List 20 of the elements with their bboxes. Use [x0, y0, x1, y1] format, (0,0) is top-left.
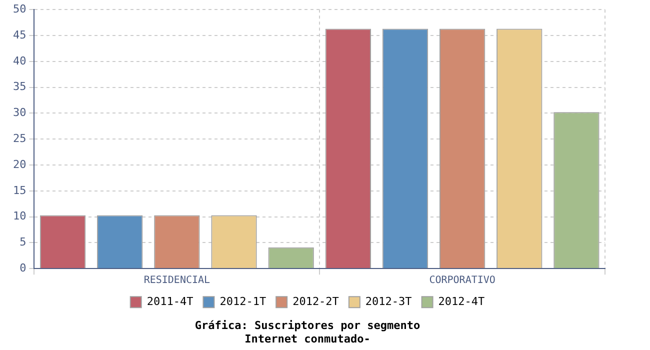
x-tick-label: CORPORATIVO [429, 275, 496, 286]
y-tick-label: 45 [12, 28, 26, 42]
y-tick-label: 40 [12, 54, 26, 68]
legend-label: 2011-4T [146, 294, 194, 308]
y-tick-label: 10 [12, 210, 26, 223]
legend-label: 2012-2T [292, 294, 340, 308]
y-tick-label: 5 [20, 236, 26, 249]
y-tick-label: 15 [12, 184, 26, 197]
y-tick-label: 0 [20, 261, 26, 274]
y-tick-label: 25 [12, 132, 26, 145]
legend-label: 2012-4T [438, 294, 486, 308]
text: Gráfica: Suscriptores por segmento [194, 319, 420, 332]
y-tick-label: 50 [12, 2, 26, 16]
legend-label: 2012-1T [220, 294, 266, 308]
y-tick-label: 35 [12, 80, 26, 94]
text: Internet conmutado- [244, 332, 370, 346]
x-tick-label: RESIDENCIAL [144, 275, 210, 286]
y-tick-label: 20 [12, 158, 26, 171]
y-tick-label: 30 [12, 106, 26, 120]
legend-label: 2012-3T [365, 294, 412, 308]
